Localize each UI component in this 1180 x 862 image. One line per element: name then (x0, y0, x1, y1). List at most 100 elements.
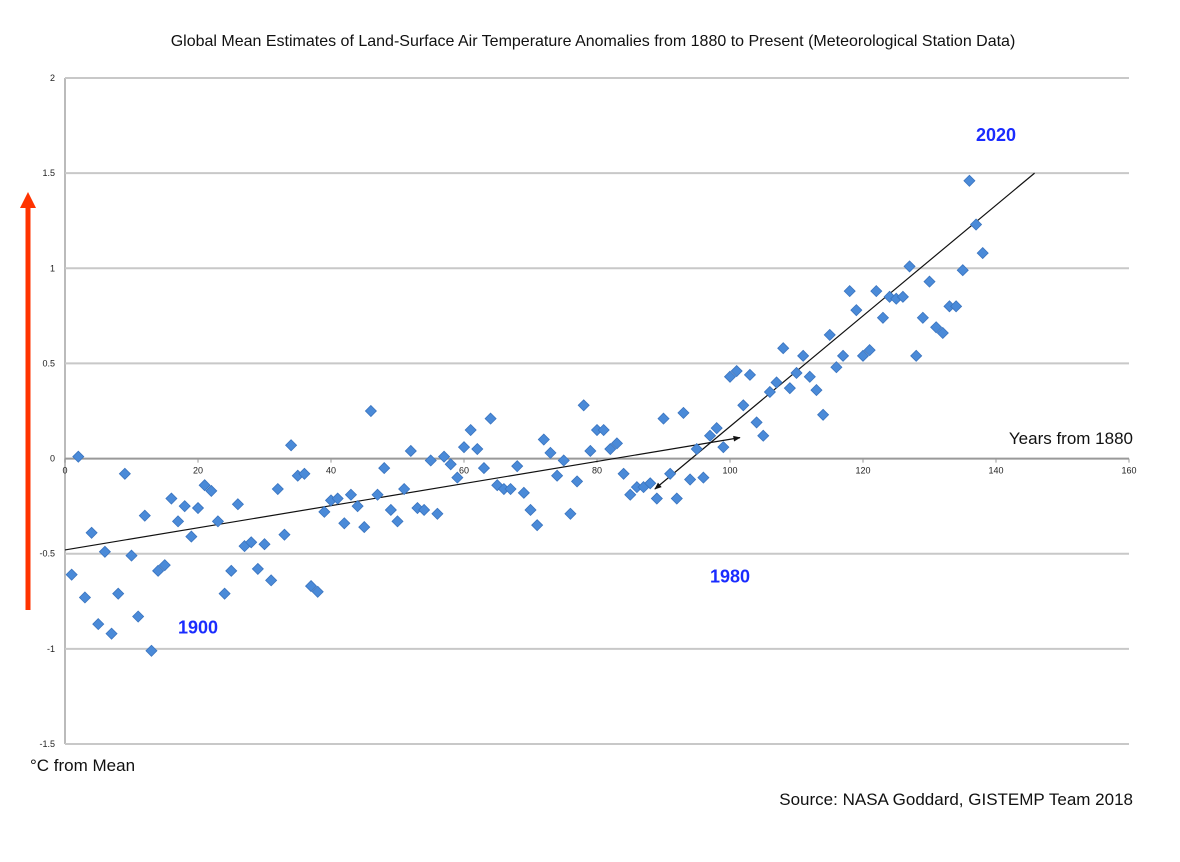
data-point (471, 442, 484, 456)
data-point (703, 429, 717, 442)
y-tick-label: 2 (50, 73, 55, 83)
data-point (477, 462, 491, 475)
data-point (830, 361, 843, 374)
data-point (152, 564, 165, 577)
data-point (644, 477, 657, 490)
data-point (717, 441, 730, 454)
data-point (178, 500, 191, 513)
data-point (517, 486, 530, 499)
data-point (823, 328, 836, 341)
data-point (956, 264, 969, 277)
data-point (916, 311, 929, 324)
data-point (544, 446, 557, 459)
data-point (697, 471, 710, 484)
data-point (285, 439, 298, 452)
data-point (198, 479, 211, 492)
y-tick-label: 1 (50, 263, 55, 273)
year-annotation: 1900 (178, 618, 218, 638)
data-point (457, 441, 471, 454)
data-point (404, 444, 417, 458)
data-point (378, 462, 391, 475)
data-point (158, 559, 171, 572)
data-point (391, 515, 404, 528)
data-point (118, 467, 131, 480)
data-point (976, 246, 989, 260)
data-point (364, 404, 377, 418)
data-point (398, 482, 411, 496)
data-point (358, 521, 371, 534)
data-point (251, 562, 264, 576)
x-tick-label: 100 (722, 466, 737, 476)
data-point (817, 408, 830, 421)
data-point (777, 342, 790, 355)
data-point (790, 366, 803, 380)
data-point (610, 437, 624, 450)
x-axis-label: Years from 1880 (1009, 429, 1133, 448)
data-point (225, 564, 238, 577)
data-point (737, 399, 750, 412)
data-point (896, 290, 909, 303)
data-point (763, 385, 776, 399)
data-point (444, 458, 457, 471)
data-point (311, 585, 324, 598)
data-point (98, 545, 111, 558)
data-point (843, 285, 856, 298)
data-point (145, 644, 158, 657)
x-tick-label: 60 (459, 466, 469, 476)
x-tick-labels: 0 20 40 60 80 100 120 140 160 (62, 466, 1136, 476)
data-point (511, 460, 524, 473)
data-point (730, 364, 743, 378)
data-point (431, 507, 444, 520)
data-point (684, 473, 697, 486)
data-point (876, 311, 890, 324)
y-tick-label: 0 (50, 454, 55, 464)
data-point (271, 482, 284, 496)
data-point (351, 500, 364, 513)
data-point (657, 412, 670, 425)
data-point (205, 484, 218, 497)
data-point (132, 610, 145, 623)
data-point (258, 538, 271, 551)
data-point (604, 442, 617, 456)
data-point (245, 536, 258, 549)
data-point (577, 399, 590, 412)
y-tick-label: 1.5 (42, 168, 55, 178)
data-point (863, 344, 876, 357)
data-point (171, 515, 185, 528)
data-point (624, 488, 637, 501)
data-point (963, 174, 976, 187)
x-tick-label: 20 (193, 466, 203, 476)
data-point (690, 442, 703, 456)
data-point (617, 467, 630, 480)
chart-title: Global Mean Estimates of Land-Surface Ai… (171, 33, 1016, 50)
data-point (836, 349, 850, 362)
data-point (211, 515, 225, 528)
data-point (504, 482, 517, 496)
data-points (65, 174, 989, 657)
x-tick-label: 140 (988, 466, 1003, 476)
x-tick-label: 120 (855, 466, 870, 476)
data-point (484, 412, 497, 425)
data-point (797, 349, 810, 362)
data-point (551, 469, 564, 482)
data-point (338, 517, 351, 530)
data-point (384, 503, 397, 517)
y-tick-label: 0.5 (42, 358, 55, 368)
data-point (72, 450, 85, 463)
data-point (298, 467, 311, 480)
data-point (218, 587, 231, 600)
data-point (743, 368, 757, 381)
data-point (923, 275, 936, 288)
data-point (524, 503, 537, 517)
y-tick-label: -1 (47, 644, 55, 654)
data-point (265, 574, 278, 587)
x-tick-label: 40 (326, 466, 336, 476)
gridlines (64, 77, 1130, 745)
data-point (750, 416, 763, 429)
y-tick-labels: -1.5 -1 -0.5 0 0.5 1 1.5 2 (39, 73, 55, 749)
data-point (318, 505, 331, 518)
data-point (936, 326, 949, 340)
data-point (664, 467, 677, 480)
y-axis-label: °C from Mean (30, 756, 135, 775)
